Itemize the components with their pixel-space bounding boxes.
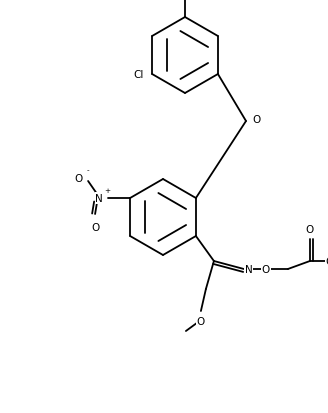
- Text: N: N: [95, 194, 103, 204]
- Text: O: O: [262, 264, 270, 274]
- Text: O: O: [75, 173, 83, 183]
- Text: O: O: [306, 224, 314, 235]
- Text: O: O: [252, 115, 260, 125]
- Text: O: O: [197, 316, 205, 326]
- Text: N: N: [245, 264, 253, 274]
- Text: -: -: [87, 166, 90, 173]
- Text: +: +: [104, 188, 110, 194]
- Text: Cl: Cl: [134, 70, 144, 80]
- Text: O: O: [91, 223, 99, 233]
- Text: O: O: [326, 256, 328, 266]
